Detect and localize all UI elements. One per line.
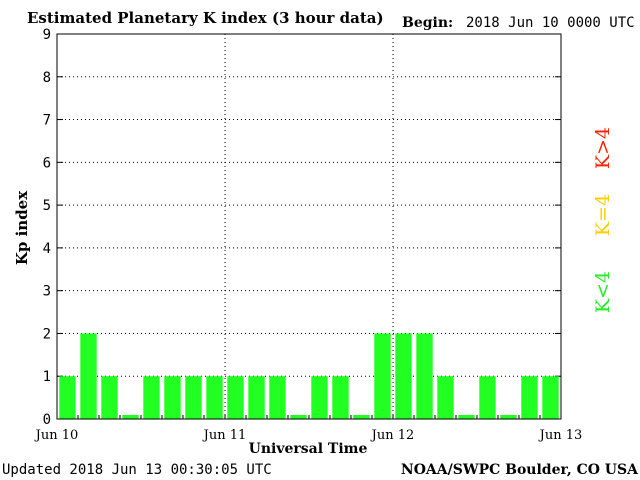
kp-bar	[59, 376, 76, 419]
kp-bar	[311, 376, 328, 419]
kp-bar	[416, 333, 433, 419]
y-tick-label: 1	[43, 369, 51, 385]
y-tick-label: 4	[43, 241, 51, 257]
x-tick-label: Jun 10	[34, 428, 79, 443]
kp-bar	[122, 415, 139, 419]
updated-timestamp: Updated 2018 Jun 13 00:30:05 UTC	[2, 462, 272, 478]
y-tick-label: 8	[43, 70, 51, 86]
x-tick-label: Jun 13	[538, 428, 583, 443]
begin-value: 2018 Jun 10 0000 UTC	[466, 15, 635, 31]
source-credit: NOAA/SWPC Boulder, CO USA	[401, 462, 639, 478]
x-tick-label: Jun 12	[370, 428, 415, 443]
y-axis-label: Kp index	[13, 190, 31, 265]
kp-bar	[395, 333, 412, 419]
kp-bar	[458, 415, 475, 419]
x-tick-labels: Jun 10 Jun 11 Jun 12 Jun 13	[34, 428, 583, 443]
y-tick-label: 6	[43, 155, 51, 171]
kp-bar	[500, 415, 517, 419]
kp-bar	[143, 376, 160, 419]
kp-bar	[101, 376, 118, 419]
kp-bar	[290, 415, 307, 419]
kp-bar	[269, 376, 286, 419]
kp-bar	[206, 376, 223, 419]
begin-label: Begin:	[402, 15, 453, 31]
kp-bar	[80, 333, 97, 419]
kp-bar	[164, 376, 181, 419]
bars	[59, 333, 559, 419]
kp-bar	[185, 376, 202, 419]
kp-bar	[248, 376, 265, 419]
x-tick-label: Jun 11	[202, 428, 247, 443]
kp-bar	[332, 376, 349, 419]
chart-title: Estimated Planetary K index (3 hour data…	[27, 9, 384, 27]
kp-bar	[227, 376, 244, 419]
y-tick-label: 3	[43, 284, 51, 300]
plot-frame	[56, 33, 562, 420]
grid-lines	[57, 33, 561, 420]
kp-bar	[521, 376, 538, 419]
kp-bar	[437, 376, 454, 419]
y-tick-label: 9	[43, 27, 51, 43]
legend-entry: K<4	[592, 271, 614, 313]
kp-bar	[353, 415, 370, 419]
y-tick-label: 5	[43, 198, 51, 214]
legend-entry: K>4	[592, 127, 614, 169]
x-axis-label: Universal Time	[249, 441, 368, 457]
y-tick-labels: 0 1 2 3 4 5 6 7 8 9	[43, 27, 51, 428]
y-tick-label: 7	[43, 113, 51, 129]
y-tick-label: 2	[43, 326, 51, 342]
y-tick-label: 0	[43, 412, 51, 428]
legend-entry: K=4	[592, 194, 614, 236]
kp-bar	[542, 376, 559, 419]
legend: K>4 K=4 K<4	[592, 127, 614, 313]
kp-bar	[374, 333, 391, 419]
kp-bar	[479, 376, 496, 419]
